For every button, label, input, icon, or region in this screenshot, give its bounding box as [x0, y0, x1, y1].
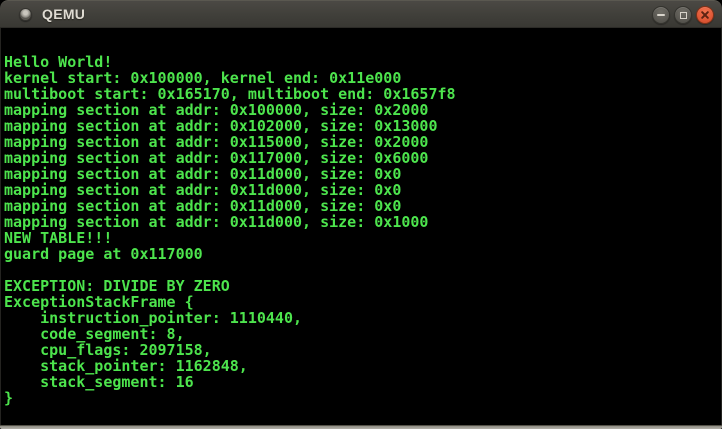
maximize-button[interactable]: [674, 6, 692, 24]
terminal-output[interactable]: Hello World! kernel start: 0x100000, ker…: [0, 28, 722, 425]
close-button[interactable]: [696, 6, 714, 24]
window-bottom-edge: [0, 425, 722, 429]
window-title: QEMU: [42, 6, 86, 22]
window-icon: [19, 7, 32, 21]
window-controls: [652, 1, 714, 29]
minimize-button[interactable]: [652, 6, 670, 24]
close-icon: [701, 11, 710, 20]
titlebar[interactable]: QEMU: [0, 0, 722, 28]
minimize-icon: [657, 14, 665, 16]
maximize-icon: [679, 11, 687, 19]
